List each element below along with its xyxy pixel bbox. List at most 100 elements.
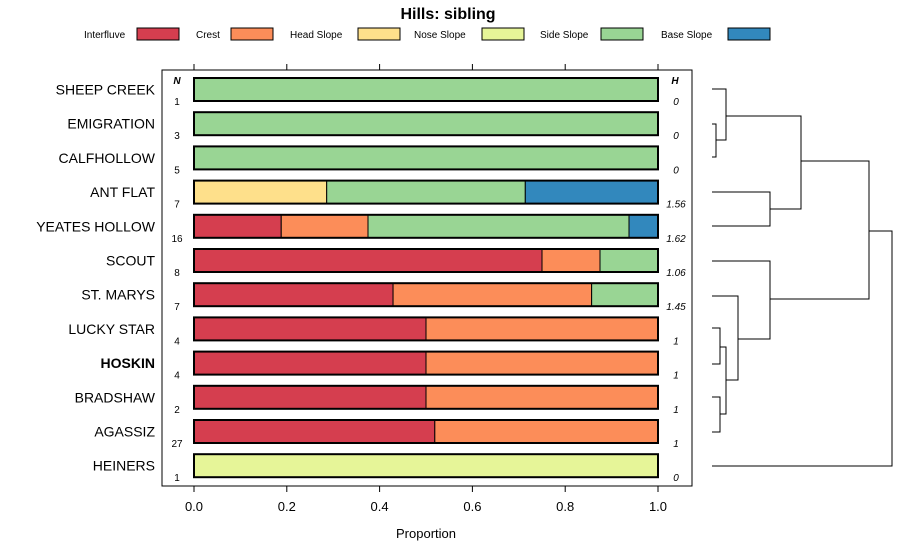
dendrogram-branch (770, 160, 870, 300)
legend-swatch (727, 27, 771, 41)
x-tick-label: 1.0 (649, 499, 667, 514)
dendrogram-branch (712, 88, 727, 141)
row-label: AGASSIZ (94, 424, 155, 440)
bar-outline (193, 77, 659, 102)
x-tick-label: 0.0 (185, 499, 203, 514)
h-value: 1.62 (666, 234, 686, 245)
bar-rows: SHEEP CREEK 1 0 EMIGRATION 3 0 CALFHOLLOW 5 0 ANT… (36, 77, 686, 484)
h-value: 1.56 (666, 200, 686, 211)
dendrogram-branch (712, 396, 721, 433)
dendrogram-branch (726, 115, 802, 210)
dendrogram-branch (720, 346, 727, 415)
bar-outline (193, 316, 659, 342)
h-value: 1 (673, 371, 679, 382)
row-label: LUCKY STAR (68, 321, 155, 337)
n-value: 5 (174, 165, 180, 176)
dendrogram (712, 88, 893, 467)
bar-segment (524, 180, 659, 205)
row-label: ST. MARYS (81, 287, 155, 303)
x-tick-label: 0.4 (371, 499, 389, 514)
bar-outline (193, 453, 659, 479)
bar-segment (193, 419, 436, 444)
legend-label: Interfluve (84, 30, 126, 41)
chart-title: Hills: sibling (400, 6, 495, 23)
bar-segment (541, 248, 601, 273)
row-label: CALFHOLLOW (59, 150, 156, 166)
legend-label: Base Slope (661, 30, 713, 41)
h-value: 1 (673, 439, 679, 450)
bar-segment (193, 351, 427, 376)
x-tick-label: 0.8 (556, 499, 574, 514)
bar-outline (193, 350, 659, 376)
bar-outline (193, 384, 659, 410)
n-value: 16 (171, 234, 183, 245)
row-label: YEATES HOLLOW (36, 218, 156, 234)
n-value: 1 (174, 473, 180, 484)
dendrogram-branch (712, 260, 771, 340)
dendrogram-branch (712, 327, 721, 365)
x-tick-label: 0.6 (463, 499, 481, 514)
n-value: 7 (174, 200, 180, 211)
bar-segment (392, 282, 593, 307)
legend-label: Head Slope (290, 30, 343, 41)
bar-outline (193, 419, 659, 444)
row-label: HEINERS (93, 458, 155, 474)
n-value: 2 (174, 405, 180, 416)
legend-swatch (357, 27, 401, 41)
bar-outline (193, 179, 659, 205)
n-column-header: N (173, 76, 181, 87)
row-label: HOSKIN (101, 355, 155, 371)
x-tick-label: 0.2 (278, 499, 296, 514)
row-label: SCOUT (106, 253, 155, 269)
dendrogram-branch (712, 295, 739, 381)
bar-segment (326, 180, 526, 205)
legend-swatch (600, 27, 644, 41)
dendrogram-branch (712, 123, 717, 158)
row-label: ANT FLAT (90, 184, 155, 200)
bar-segment (591, 282, 659, 307)
plot-frame (161, 69, 693, 487)
bar-segment (193, 248, 543, 273)
h-value: 1.06 (666, 268, 686, 279)
x-axis-title: Proportion (396, 526, 456, 541)
bar-segment (425, 351, 659, 376)
h-value: 0 (673, 165, 679, 176)
n-value: 27 (171, 439, 183, 450)
h-value: 0 (673, 131, 679, 142)
row-label: EMIGRATION (67, 116, 155, 132)
legend-swatch (230, 27, 274, 41)
row-label: SHEEP CREEK (56, 82, 156, 98)
x-axis: 0.0 0.2 0.4 0.6 0.8 1.0 (185, 486, 667, 514)
n-value: 4 (174, 336, 180, 347)
bar-outline (193, 213, 659, 239)
legend-label: Side Slope (540, 30, 589, 41)
legend-swatch (481, 27, 525, 41)
bar-segment (193, 316, 427, 341)
h-value: 0 (673, 97, 679, 108)
n-value: 3 (174, 131, 180, 142)
bar-segment (434, 419, 659, 444)
bar-segment (193, 111, 659, 136)
h-column-header: H (671, 76, 679, 87)
bar-segment (193, 145, 659, 170)
bar-segment (599, 248, 659, 273)
legend-label: Nose Slope (414, 30, 466, 41)
bar-outline (193, 282, 659, 308)
legend-swatch (136, 27, 180, 41)
n-value: 7 (174, 302, 180, 313)
bar-segment (425, 316, 659, 341)
h-value: 1.45 (666, 302, 686, 313)
n-value: 4 (174, 371, 180, 382)
bar-outline (193, 111, 659, 137)
bar-segment (193, 180, 328, 205)
bar-segment (193, 282, 394, 307)
legend: Interfluve Crest Head Slope Nose Slope Side … (84, 27, 771, 41)
dendrogram-branch (712, 191, 771, 227)
bar-segment (193, 77, 659, 102)
bar-segment (628, 214, 659, 239)
bar-segment (367, 214, 630, 239)
legend-label: Crest (196, 30, 220, 41)
bar-segment (193, 385, 427, 410)
bar-segment (280, 214, 369, 239)
